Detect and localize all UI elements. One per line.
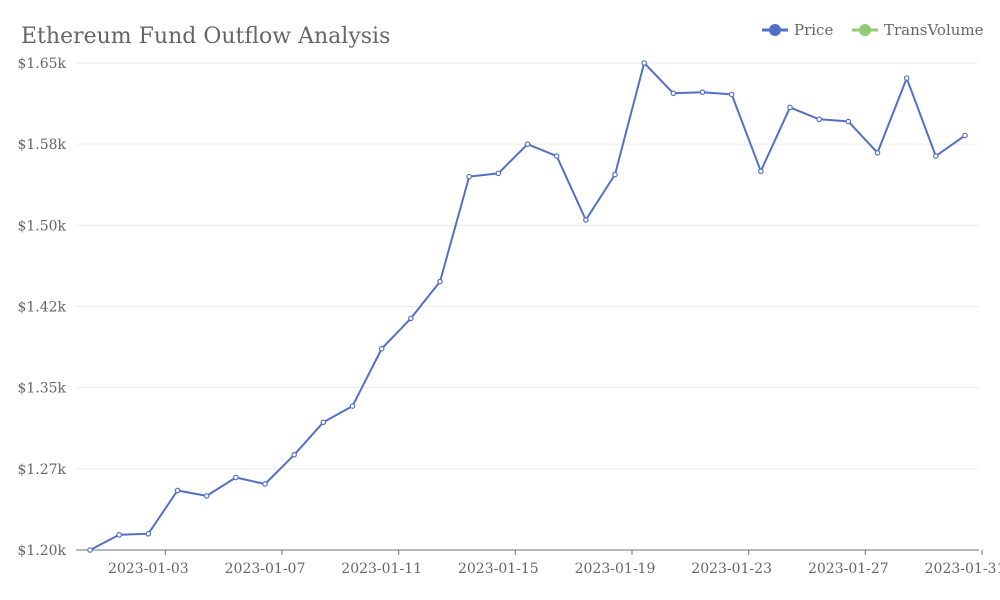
legend-label-transvolume: TransVolume bbox=[884, 21, 984, 39]
data-point[interactable] bbox=[553, 153, 560, 159]
data-point[interactable] bbox=[728, 91, 735, 98]
data-point[interactable] bbox=[962, 132, 968, 139]
data-point[interactable] bbox=[903, 75, 910, 81]
data-point[interactable] bbox=[87, 547, 93, 553]
data-point[interactable] bbox=[816, 116, 822, 123]
legend-swatch-dot bbox=[769, 24, 781, 36]
data-point[interactable] bbox=[758, 168, 764, 175]
data-point[interactable] bbox=[845, 118, 852, 125]
y-axis-ticks: $1.20k $1.27k $1.35k $1.42k $1.50k $1.58k $1.6… bbox=[17, 56, 66, 559]
data-point[interactable] bbox=[408, 315, 414, 322]
y-tick-label: $1.58k bbox=[17, 137, 66, 153]
data-point[interactable] bbox=[466, 173, 472, 180]
data-point[interactable] bbox=[787, 104, 793, 111]
grid bbox=[76, 62, 979, 470]
data-point[interactable] bbox=[174, 487, 181, 494]
x-tick-label: 2023-01-19 bbox=[575, 561, 656, 577]
data-point[interactable] bbox=[320, 419, 327, 426]
x-tick-label: 2023-01-11 bbox=[341, 561, 422, 577]
data-point[interactable] bbox=[233, 474, 239, 481]
data-point[interactable] bbox=[874, 150, 881, 156]
series-price bbox=[87, 60, 968, 553]
data-point[interactable] bbox=[583, 217, 589, 223]
data-point[interactable] bbox=[145, 530, 152, 537]
x-tick-label: 2023-01-07 bbox=[225, 561, 306, 577]
data-point[interactable] bbox=[670, 90, 677, 97]
y-tick-label: $1.27k bbox=[17, 462, 66, 478]
chart-title: Ethereum Fund Outflow Analysis bbox=[21, 24, 390, 49]
data-point[interactable] bbox=[641, 60, 647, 66]
data-point[interactable] bbox=[699, 89, 706, 96]
legend-item-transvolume[interactable]: TransVolume bbox=[852, 21, 984, 39]
data-point[interactable] bbox=[349, 403, 356, 409]
data-point[interactable] bbox=[378, 345, 385, 352]
y-tick-label: $1.20k bbox=[17, 543, 66, 559]
x-tick-label: 2023-01-31 bbox=[925, 561, 1000, 577]
x-tick-label: 2023-01-27 bbox=[808, 561, 889, 577]
x-tick-label: 2023-01-15 bbox=[458, 561, 539, 577]
legend-label-price: Price bbox=[794, 21, 833, 39]
data-point[interactable] bbox=[203, 493, 210, 499]
x-tick-label: 2023-01-23 bbox=[691, 561, 772, 577]
data-point[interactable] bbox=[933, 153, 939, 159]
data-point[interactable] bbox=[495, 170, 502, 177]
data-point[interactable] bbox=[437, 278, 443, 285]
data-point[interactable] bbox=[291, 451, 297, 458]
legend: Price TransVolume bbox=[762, 21, 984, 39]
x-tick-label: 2023-01-03 bbox=[108, 561, 189, 577]
x-axis: 2023-01-03 2023-01-07 2023-01-11 2023-01-15… bbox=[76, 549, 1000, 577]
data-point[interactable] bbox=[116, 532, 122, 538]
y-tick-label: $1.50k bbox=[17, 218, 66, 234]
data-point[interactable] bbox=[612, 171, 618, 178]
y-tick-label: $1.35k bbox=[17, 381, 66, 397]
legend-item-price[interactable]: Price bbox=[762, 21, 833, 39]
data-point[interactable] bbox=[524, 141, 531, 147]
legend-swatch-dot bbox=[859, 24, 871, 36]
y-tick-label: $1.42k bbox=[17, 300, 66, 316]
data-point[interactable] bbox=[262, 481, 268, 487]
y-tick-label: $1.65k bbox=[17, 56, 66, 72]
